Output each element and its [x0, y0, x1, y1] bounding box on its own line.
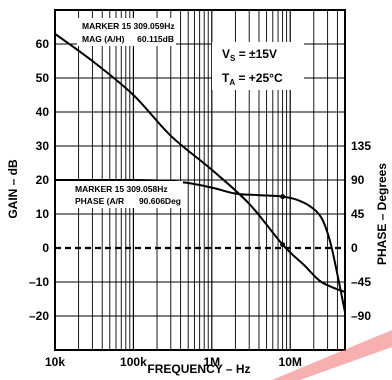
x-tick-label: 10M: [279, 355, 302, 369]
y2-tick-label: 135: [351, 139, 371, 153]
x-tick-label: 1M: [203, 355, 220, 369]
marker-box-top: [77, 18, 176, 46]
conditions-box: [212, 42, 304, 90]
marker-text-top-value: 60.115dB: [137, 34, 174, 44]
y2-tick-label: –90: [351, 309, 371, 323]
y-tick-label: 50: [36, 71, 50, 85]
marker-text-bottom-label: PHASE (A/R: [75, 196, 124, 206]
x-tick-label: 10k: [45, 355, 65, 369]
marker-text-top-label: MAG (A/H): [82, 34, 125, 44]
marker-box-bottom: [71, 181, 183, 208]
y-tick-label: 20: [36, 173, 50, 187]
plot-frame: [54, 9, 346, 351]
marker-text-bottom-line1: MARKER 15 309.058Hz: [75, 184, 168, 194]
x-tick-label: 100k: [120, 355, 147, 369]
y-tick-label: –10: [29, 275, 49, 289]
y2-tick-label: 45: [351, 207, 365, 221]
y2-tick-label: 0: [351, 241, 358, 255]
y2-tick-label: 90: [351, 173, 365, 187]
x-axis-title: FREQUENCY – Hz: [147, 362, 250, 376]
y-tick-label: 60: [36, 37, 50, 51]
y-axis-title: GAIN – dB: [6, 159, 20, 219]
gain-curve: [54, 32, 346, 294]
marker-text-top-line1: MARKER 15 309.059Hz: [82, 21, 175, 31]
y-tick-label: 30: [36, 139, 50, 153]
tick-labels: 10k 100k 1M 10M 60 50 40 30 20 10 0 –10 –20 135 90 45 0 –…: [29, 37, 371, 369]
y-tick-label: 40: [36, 105, 50, 119]
supply-voltage-label: VS = ±15V: [222, 47, 277, 63]
phase-curve: [54, 178, 346, 313]
y2-tick-label: –45: [351, 275, 371, 289]
y-tick-label: 10: [36, 207, 50, 221]
marker-text-bottom-value: 90.606Deg: [139, 196, 181, 206]
red-watermark-swoosh: [272, 330, 392, 380]
series-lines: [54, 32, 346, 313]
phase-marker-point: [280, 194, 286, 200]
y2-axis-title: PHASE – Degrees: [375, 163, 389, 265]
ambient-temperature-label: TA = +25°C: [222, 71, 283, 87]
y-tick-label: –20: [29, 309, 49, 323]
y-tick-label: 0: [42, 241, 49, 255]
gain-marker-point: [280, 242, 286, 248]
